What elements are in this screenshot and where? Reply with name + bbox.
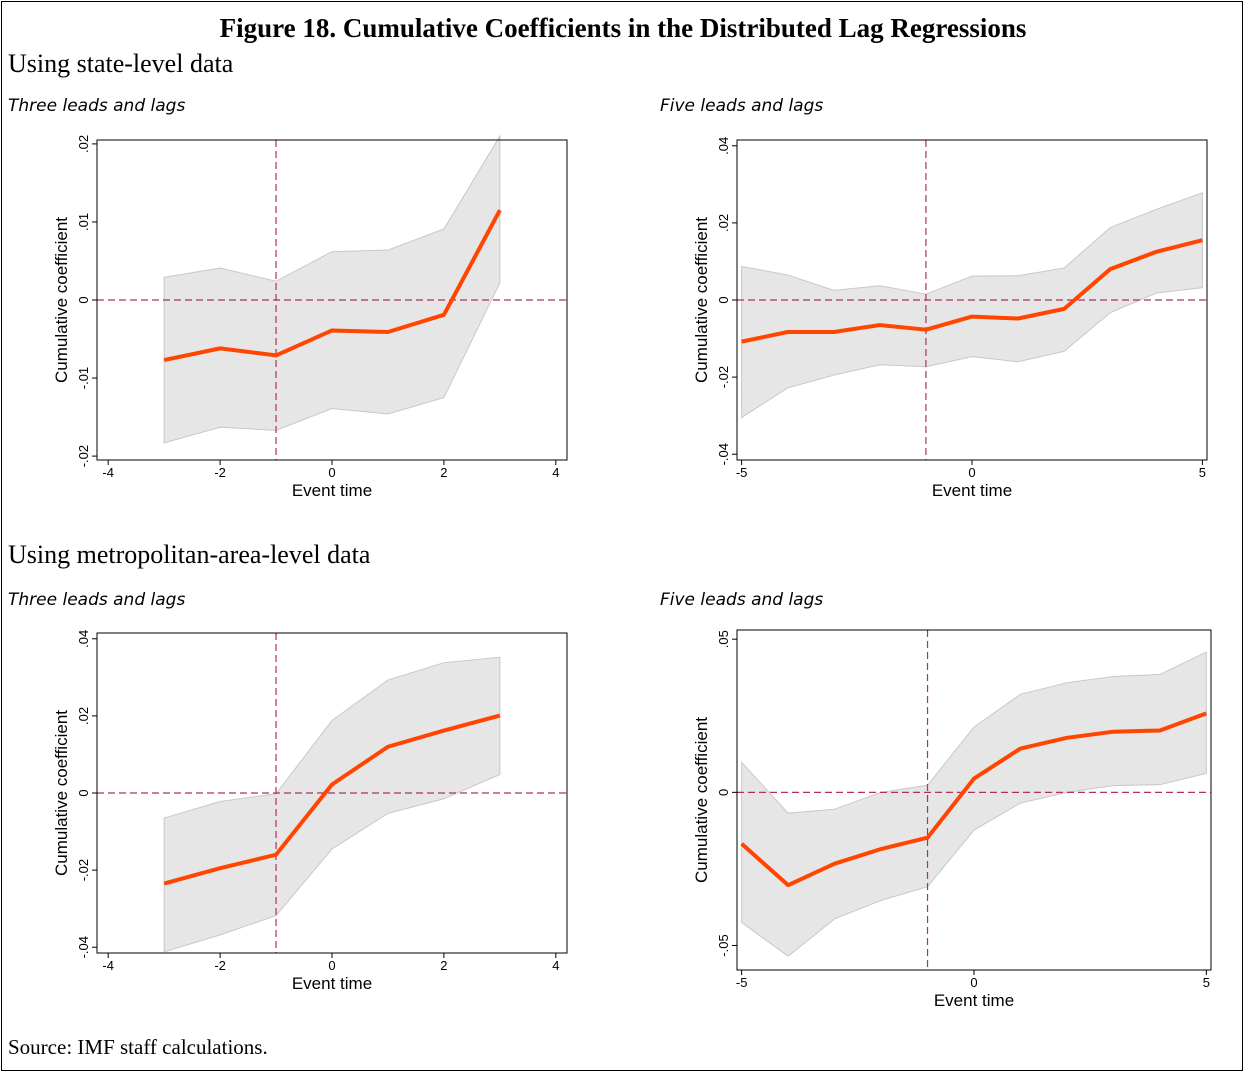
coefficient-line (163, 209, 502, 363)
coefficient-line (741, 238, 1203, 344)
y-tick-label: .02 (76, 707, 91, 725)
coefficient-line (163, 713, 501, 886)
y-tick-label: -.02 (76, 445, 91, 467)
y-tick-label: 0 (716, 789, 731, 796)
y-tick-label: 0 (716, 296, 731, 303)
x-tick-label: -5 (736, 975, 748, 990)
y-tick-label: .02 (716, 214, 731, 232)
confidence-band (741, 192, 1203, 419)
x-tick-label: 2 (440, 958, 447, 973)
x-tick-label: 0 (970, 975, 977, 990)
y-tick-label: -.01 (76, 367, 91, 389)
confidence-band (163, 134, 501, 444)
x-axis-label: Event time (932, 481, 1012, 500)
x-tick-label: -5 (736, 465, 748, 480)
x-tick-label: 5 (1203, 975, 1210, 990)
chart-metro-five-leads: -5 0 5 -.05 0 .05 Event time Cumulative coeffic… (692, 629, 1212, 1010)
y-tick-label: .05 (716, 630, 731, 648)
y-tick-label: 0 (76, 789, 91, 796)
x-tick-label: 4 (552, 958, 559, 973)
x-tick-label: -2 (214, 465, 226, 480)
y-tick-label: -.04 (76, 936, 91, 958)
chart-state-five-leads: -5 0 5 -.04 -.02 0 .02 .04 Event time Cumulative … (692, 137, 1208, 500)
x-tick-label: 0 (968, 465, 975, 480)
x-tick-label: -4 (102, 465, 114, 480)
x-axis-label: Event time (292, 974, 372, 993)
y-axis-label: Cumulative coefficient (692, 217, 711, 383)
chart-state-three-leads: -4 -2 0 2 4 -.02 -.01 0 .01 .02 Event time Cumulati… (52, 134, 568, 500)
y-tick-label: .04 (716, 137, 731, 155)
y-tick-label: -.04 (716, 443, 731, 465)
confidence-band (163, 656, 501, 953)
y-tick-label: .04 (76, 630, 91, 648)
panel-title-metro-three: Three leads and lags (8, 590, 186, 610)
source-note: Source: IMF staff calculations. (8, 1035, 268, 1059)
panel-title-state-three: Three leads and lags (8, 96, 186, 116)
y-axis-label: Cumulative coefficient (692, 717, 711, 883)
section-title-state: Using state-level data (8, 49, 234, 78)
x-tick-label: 2 (440, 465, 447, 480)
panel-title-metro-five: Five leads and lags (660, 590, 824, 610)
x-tick-label: -4 (102, 958, 114, 973)
y-tick-label: .01 (76, 213, 91, 231)
confidence-band (741, 651, 1207, 957)
panel-title-state-five: Five leads and lags (660, 96, 824, 116)
figure-title: Figure 18. Cumulative Coefficients in th… (219, 13, 1027, 43)
x-tick-label: 0 (328, 958, 335, 973)
y-axis-label: Cumulative coefficient (52, 710, 71, 876)
y-tick-label: -.05 (716, 934, 731, 956)
y-tick-label: 0 (76, 296, 91, 303)
coefficient-line (740, 711, 1208, 888)
x-axis-label: Event time (292, 481, 372, 500)
y-tick-label: .02 (76, 135, 91, 153)
x-tick-label: 4 (552, 465, 559, 480)
x-axis-label: Event time (934, 991, 1014, 1010)
y-tick-label: -.02 (76, 859, 91, 881)
y-axis-label: Cumulative coefficient (52, 217, 71, 383)
x-tick-label: -2 (214, 958, 226, 973)
y-tick-label: -.02 (716, 366, 731, 388)
x-tick-label: 0 (328, 465, 335, 480)
section-title-metro: Using metropolitan-area-level data (8, 540, 371, 569)
x-tick-label: 5 (1199, 465, 1206, 480)
chart-metro-three-leads: -4 -2 0 2 4 -.04 -.02 0 .02 .04 Event time Cumulati… (52, 630, 568, 993)
